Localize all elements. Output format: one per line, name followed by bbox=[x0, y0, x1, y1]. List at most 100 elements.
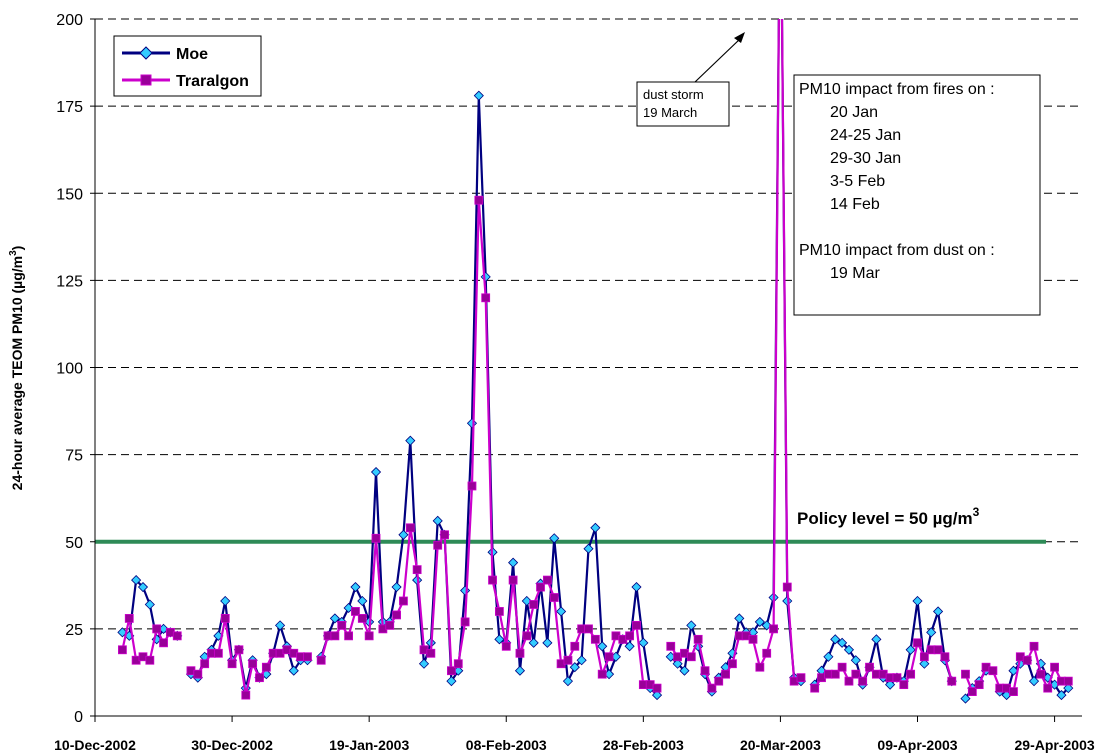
point-moe-76 bbox=[651, 690, 663, 701]
point-traralgon-117 bbox=[947, 676, 957, 686]
point-traralgon-127 bbox=[1022, 655, 1032, 665]
info-box: PM10 impact from fires on : 20 Jan 24-25… bbox=[793, 74, 1041, 316]
point-traralgon-92 bbox=[769, 624, 778, 634]
point-moe-60 bbox=[542, 637, 553, 648]
point-traralgon-19 bbox=[255, 673, 264, 683]
point-traralgon-125 bbox=[1009, 687, 1018, 697]
point-traralgon-115 bbox=[933, 645, 943, 655]
point-moe-61 bbox=[549, 533, 560, 544]
dust-storm-arrow-line bbox=[694, 37, 742, 83]
y-axis-title: 24-hour average TEOM PM10 (µg/m3) bbox=[8, 246, 25, 491]
point-moe-100 bbox=[830, 634, 841, 645]
point-traralgon-49 bbox=[467, 481, 477, 491]
point-traralgon-90 bbox=[755, 662, 765, 672]
y-tick-100: 100 bbox=[56, 361, 83, 378]
point-traralgon-33 bbox=[357, 614, 367, 623]
point-moe-67 bbox=[590, 522, 601, 533]
point-traralgon-118 bbox=[961, 669, 970, 679]
point-moe-22 bbox=[274, 620, 286, 631]
point-traralgon-84 bbox=[714, 676, 724, 686]
y-tick-25: 25 bbox=[65, 622, 83, 639]
point-moe-127 bbox=[1028, 676, 1040, 687]
point-traralgon-72 bbox=[625, 631, 635, 641]
point-traralgon-56 bbox=[515, 648, 525, 658]
point-traralgon-89 bbox=[748, 634, 758, 644]
info-box-line-1: PM10 impact from fires on : bbox=[799, 81, 995, 98]
point-moe-90 bbox=[754, 616, 765, 627]
point-traralgon-31 bbox=[344, 631, 354, 641]
x-tick-7: 29-Apr-2003 bbox=[1015, 737, 1095, 753]
point-moe-35 bbox=[370, 466, 382, 478]
point-moe-66 bbox=[583, 543, 594, 554]
point-traralgon-83 bbox=[707, 683, 717, 693]
point-traralgon-53 bbox=[494, 607, 504, 616]
point-traralgon-76 bbox=[652, 683, 662, 693]
point-traralgon-73 bbox=[632, 620, 641, 630]
x-tick-3: 08-Feb-2003 bbox=[466, 737, 547, 753]
point-moe-68 bbox=[597, 641, 608, 652]
point-moe-44 bbox=[432, 515, 443, 526]
series-layer bbox=[117, 19, 1074, 704]
point-traralgon-64 bbox=[570, 641, 580, 651]
point-moe-131 bbox=[1056, 690, 1067, 701]
point-moe-48 bbox=[460, 585, 471, 596]
x-tick-4: 28-Feb-2003 bbox=[603, 737, 684, 753]
point-traralgon-113 bbox=[919, 652, 929, 662]
point-moe-63 bbox=[562, 676, 574, 687]
point-traralgon-29 bbox=[330, 631, 340, 641]
point-traralgon-13 bbox=[213, 648, 223, 658]
series-traralgon bbox=[118, 19, 1073, 700]
y-tick-labels: 0 25 50 75 100 125 150 175 200 bbox=[56, 12, 95, 726]
point-traralgon-35 bbox=[371, 533, 381, 543]
point-traralgon-104 bbox=[858, 676, 868, 686]
point-traralgon-91 bbox=[762, 648, 772, 658]
point-moe-31 bbox=[343, 602, 354, 614]
point-traralgon-122 bbox=[988, 666, 998, 676]
point-moe-39 bbox=[398, 529, 409, 540]
legend: Moe Traralgon bbox=[113, 35, 262, 97]
point-traralgon-11 bbox=[200, 659, 210, 669]
dust-storm-annotation: dust storm 19 March bbox=[636, 32, 745, 127]
y-tick-200: 200 bbox=[56, 12, 83, 29]
point-traralgon-26 bbox=[303, 652, 312, 662]
point-moe-4 bbox=[144, 599, 155, 610]
point-traralgon-103 bbox=[851, 669, 861, 679]
point-moe-124 bbox=[1008, 665, 1019, 676]
point-traralgon-111 bbox=[906, 669, 916, 679]
point-traralgon-128 bbox=[1029, 641, 1039, 651]
legend-item-traralgon: Traralgon bbox=[122, 73, 249, 90]
point-moe-74 bbox=[638, 637, 649, 648]
point-traralgon-59 bbox=[536, 582, 545, 592]
point-traralgon-61 bbox=[549, 593, 559, 602]
point-traralgon-10 bbox=[193, 669, 203, 679]
point-traralgon-51 bbox=[481, 293, 491, 303]
point-traralgon-50 bbox=[474, 195, 484, 205]
point-moe-46 bbox=[446, 676, 457, 687]
point-moe-108 bbox=[885, 679, 896, 690]
x-tick-6: 09-Apr-2003 bbox=[877, 737, 957, 753]
point-moe-49 bbox=[466, 418, 478, 429]
x-tick-labels: 10-Dec-2002 30-Dec-2002 19-Jan-2003 08-Feb-… bbox=[54, 716, 1095, 753]
point-traralgon-96 bbox=[796, 673, 806, 683]
info-box-line-2: 20 Jan bbox=[830, 104, 878, 121]
point-moe-40 bbox=[405, 435, 416, 446]
y-tick-0: 0 bbox=[74, 709, 83, 726]
point-traralgon-46 bbox=[447, 666, 456, 676]
point-traralgon-101 bbox=[837, 662, 847, 672]
point-traralgon-52 bbox=[488, 575, 497, 585]
point-moe-87 bbox=[734, 613, 745, 624]
point-traralgon-4 bbox=[145, 655, 155, 665]
series-line-traralgon-5 bbox=[964, 645, 1069, 693]
legend-marker-traralgon bbox=[140, 74, 152, 86]
point-moe-50 bbox=[473, 90, 484, 101]
y-tick-175: 175 bbox=[56, 99, 83, 116]
point-moe-3 bbox=[137, 581, 149, 593]
point-moe-38 bbox=[391, 581, 402, 593]
point-moe-111 bbox=[905, 644, 916, 655]
point-traralgon-6 bbox=[159, 638, 168, 648]
point-traralgon-41 bbox=[412, 565, 422, 575]
point-traralgon-40 bbox=[405, 523, 415, 533]
y-tick-150: 150 bbox=[56, 186, 83, 203]
legend-item-moe: Moe bbox=[122, 46, 208, 63]
point-traralgon-54 bbox=[501, 641, 511, 651]
